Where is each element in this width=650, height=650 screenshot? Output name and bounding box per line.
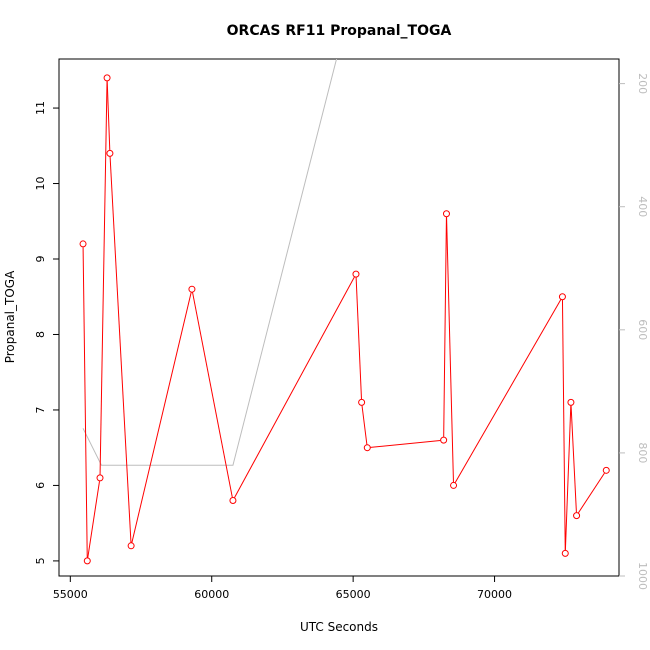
series-segment [446,217,454,483]
series-segment [361,405,368,445]
series-segment [99,81,108,475]
data-point [561,549,569,557]
data-point [450,481,458,489]
plot-frame [58,58,620,577]
x-axis-label: UTC Seconds [300,620,378,634]
data-point [567,398,575,406]
series-segment [370,439,441,448]
secondary-y-axis: 200 400 600 800 1000 [619,73,649,590]
y-tick-label: 7 [34,406,47,413]
y-axis: 5 6 7 8 9 10 11 [34,101,59,564]
secondary-series-line [82,59,338,466]
data-point [83,557,91,565]
series-segment [355,277,362,400]
x-tick-label: 65000 [336,588,371,601]
series-segment [131,292,192,543]
data-point [602,466,610,474]
y-tick-label: 10 [34,177,47,191]
series-segment [87,481,101,558]
y2-tick-label: 800 [636,442,649,463]
y-tick-label: 11 [34,101,47,115]
secondary-series [82,59,338,466]
x-axis: 55000 60000 65000 70000 [53,576,512,601]
data-point [103,74,111,82]
data-point [363,444,371,452]
data-point [106,149,114,157]
data-point [127,542,135,550]
y-tick-label: 9 [34,256,47,263]
series-segment [82,247,88,558]
primary-series [79,74,610,565]
y2-tick-label: 400 [636,196,649,217]
series-segment [564,405,572,551]
series-segment [443,217,447,437]
data-point [440,436,448,444]
x-tick-label: 55000 [53,588,88,601]
series-segment [234,276,355,498]
data-point [352,270,360,278]
y-axis-label: Propanal_TOGA [3,270,17,363]
data-point [358,398,366,406]
data-point [96,474,104,482]
y-tick-label: 5 [34,557,47,564]
x-tick-label: 70000 [477,588,512,601]
series-segment [192,292,233,498]
data-point [188,285,196,293]
series-segment [561,300,566,551]
y2-tick-label: 1000 [636,562,649,590]
y2-tick-label: 200 [636,73,649,94]
data-point [442,210,450,218]
x-tick-label: 60000 [194,588,229,601]
y2-tick-label: 600 [636,319,649,340]
series-segment [577,472,605,514]
y-tick-label: 6 [34,482,47,489]
series-segment [454,299,562,483]
data-point [229,497,237,505]
series-segment [570,405,577,513]
y-tick-label: 8 [34,331,47,338]
data-point [558,293,566,301]
data-point [79,240,87,248]
series-segment [106,81,111,151]
series-segment [109,156,132,543]
data-point [573,512,581,520]
chart-title: ORCAS RF11 Propanal_TOGA [227,23,452,39]
